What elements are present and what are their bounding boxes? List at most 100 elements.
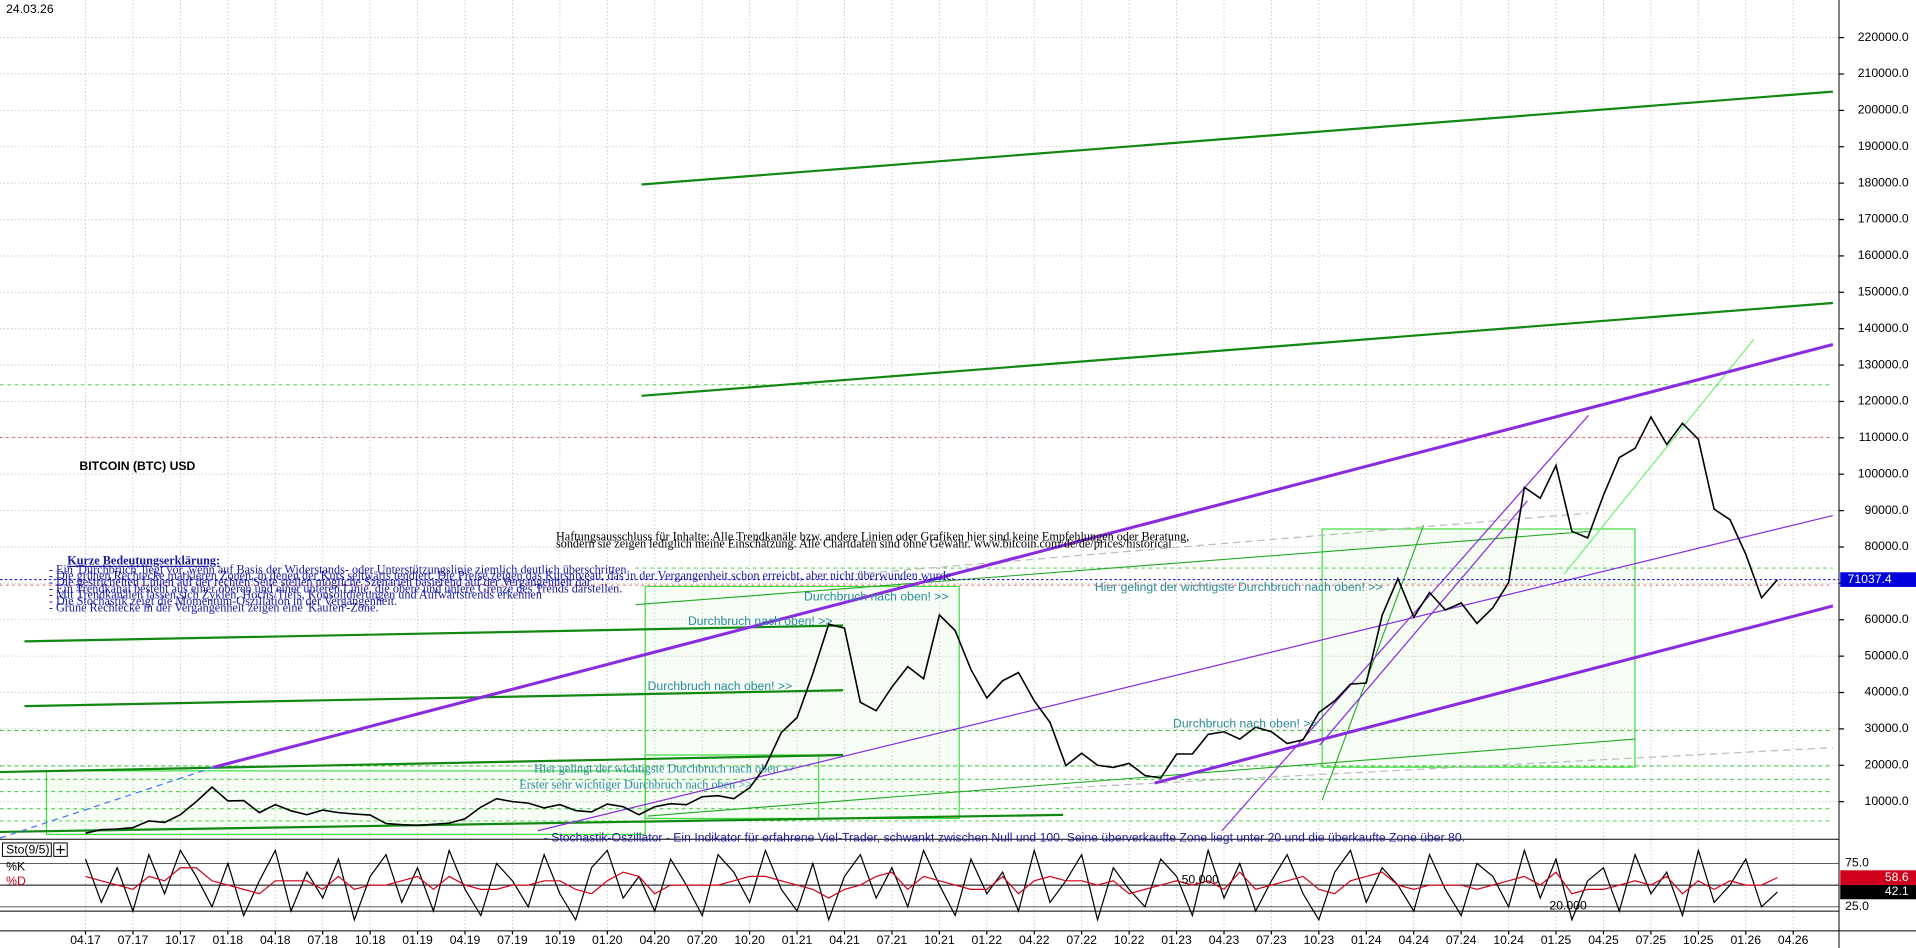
y-tick-label: 160000.0 [1858, 248, 1909, 262]
last-value-label: 71037.4 [1848, 572, 1892, 586]
y-tick-label: 140000.0 [1858, 321, 1909, 335]
disclaimer: Haftungsausschluss für Inhalte: Alle Tre… [556, 529, 1189, 543]
annotation: Durchbruch nach oben! >> [804, 590, 949, 604]
x-tick-label: 10.17 [165, 933, 196, 947]
trend-line [1321, 525, 1425, 801]
x-tick-label: 04.23 [1209, 933, 1240, 947]
disclaimer: sondern sie zeigen lediglich meine Einsc… [556, 537, 1172, 551]
legend-entry: %D [6, 874, 26, 888]
zone-box [644, 754, 820, 820]
level-label: 20.000 [1549, 898, 1587, 912]
scenario-line [1063, 747, 1833, 789]
indicator-description: - Stochastik-Oszillator - Ein Indikator … [544, 830, 1465, 844]
plot [0, 415, 1840, 923]
indicator-button-icon [56, 845, 65, 854]
trend-line [24, 689, 844, 708]
y-tick-label: 130000.0 [1858, 357, 1909, 371]
y-tick-label: 200000.0 [1858, 103, 1909, 117]
y-tick-label: 220000.0 [1858, 30, 1909, 44]
explanation-line: - Ein Trendkanal besteht aus einer obere… [49, 581, 622, 595]
x-tick-label: 01.26 [1731, 933, 1762, 947]
y-tick-label: 170000.0 [1858, 212, 1909, 226]
level-label: 50.000 [1182, 872, 1220, 886]
explanation-line: - Ein 'Durchbruch' liegt vor, wenn auf B… [49, 562, 627, 576]
x-tick-label: 10.21 [924, 933, 955, 947]
y-tick-label: 80000.0 [1865, 539, 1909, 553]
y-tick-label: 30000.0 [1865, 721, 1909, 735]
trend-line [24, 624, 844, 643]
trend-line [641, 301, 1833, 397]
trend-line [0, 813, 1064, 834]
explanation-line: - Grüne Rechtecke in der Vergangenheit z… [49, 600, 379, 614]
x-tick-label: 01.24 [1351, 933, 1382, 947]
y-tick-label: 190000.0 [1858, 139, 1909, 153]
trend-line [1563, 339, 1754, 575]
annotation: Erster sehr wichtiger Durchbruch nach ob… [519, 777, 752, 791]
explanation-line: - Mit Trendkanälen lassen sich Zyklen, H… [49, 588, 542, 602]
y-tick-label: 10000.0 [1865, 794, 1909, 808]
x-tick-label: 01.22 [972, 933, 1003, 947]
zone-box [1321, 528, 1636, 768]
date-label: 24.03.26 [6, 2, 54, 16]
x-tick-label: 07.21 [877, 933, 908, 947]
y-tick-label: 20000.0 [1865, 758, 1909, 772]
y-tick-label: 25.0 [1845, 899, 1869, 913]
x-tick-label: 07.19 [497, 933, 528, 947]
x-tick-label: 07.24 [1446, 933, 1477, 947]
x-tick-label: 10.24 [1493, 933, 1524, 947]
grid [0, 0, 1840, 929]
x-tick-label: 10.22 [1114, 933, 1145, 947]
scenario-line [855, 512, 1589, 575]
annotation: Durchbruch nach oben! >> [1173, 717, 1318, 731]
x-tick-label: 10.19 [545, 933, 576, 947]
x-tick-label: 07.25 [1636, 933, 1667, 947]
y-tick-label: 210000.0 [1858, 66, 1909, 80]
x-tick-label: 01.21 [782, 933, 813, 947]
x-tick-label: 01.18 [213, 933, 244, 947]
x-tick-label: 10.20 [734, 933, 765, 947]
chart-title: BITCOIN (BTC) USD [79, 459, 195, 473]
y-tick-label: 110000.0 [1859, 430, 1909, 444]
x-tick-label: 07.20 [687, 933, 718, 947]
x-tick-label: 04.24 [1398, 933, 1429, 947]
y-tick-label: 50000.0 [1865, 648, 1909, 662]
x-tick-label: 04.22 [1019, 933, 1050, 947]
explanation-line: - Die Stochastik zeigt die Momentum-Oszi… [49, 594, 397, 608]
x-tick-label: 01.25 [1541, 933, 1572, 947]
x-tick-label: 07.18 [307, 933, 338, 947]
x-tick-label: 10.25 [1683, 933, 1714, 947]
channel-line [213, 343, 1834, 769]
last-value-label: 58.6 [1885, 870, 1909, 884]
trend-line [0, 766, 215, 839]
x-tick-label: 07.22 [1066, 933, 1097, 947]
x-tick-label: 01.20 [592, 933, 623, 947]
y-tick-label: 75.0 [1845, 856, 1869, 870]
x-tick-label: 01.19 [402, 933, 433, 947]
trend-line [647, 738, 1635, 817]
x-tick-label: 04.17 [70, 933, 101, 947]
indicator-title-box [1, 842, 52, 857]
x-tick-label: 01.23 [1161, 933, 1192, 947]
series-line [85, 867, 1778, 899]
channel-line [537, 514, 1834, 832]
x-tick-label: 04.20 [639, 933, 670, 947]
y-tick-label: 120000.0 [1858, 394, 1909, 408]
last-value-box [1840, 884, 1916, 900]
explanation: - Ein 'Durchbruch' liegt vor, wenn auf B… [49, 562, 954, 614]
last-value-box [1840, 870, 1916, 885]
x-tick-label: 04.18 [260, 933, 291, 947]
trend-line [641, 90, 1833, 186]
y-tick-label: 180000.0 [1858, 175, 1909, 189]
legend-entry: %K [6, 860, 25, 874]
x-tick-label: 07.23 [1256, 933, 1287, 947]
y-tick-label: 100000.0 [1858, 466, 1909, 480]
series-line [84, 848, 1778, 923]
explanation-title: Kurze Bedeutungserklärung: [67, 554, 220, 568]
explanation-line: - Die gestrichelten Linien auf der recht… [49, 575, 593, 589]
channel-line [1154, 604, 1834, 785]
y-tick-label: 40000.0 [1865, 685, 1909, 699]
annotation: Hier gelingt der wichtigste Durchbruch n… [534, 761, 796, 775]
annotation: Durchbruch nach oben! >> [648, 679, 793, 693]
